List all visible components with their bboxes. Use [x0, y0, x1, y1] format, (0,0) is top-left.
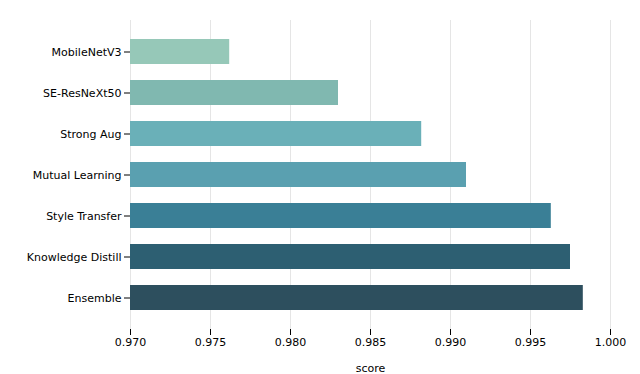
svg-text:Knowledge Distill: Knowledge Distill — [27, 251, 122, 264]
svg-text:0.995: 0.995 — [515, 336, 547, 349]
svg-text:0.980: 0.980 — [275, 336, 307, 349]
svg-text:0.985: 0.985 — [355, 336, 387, 349]
svg-text:Style Transfer: Style Transfer — [46, 210, 122, 223]
svg-text:0.970: 0.970 — [115, 336, 147, 349]
svg-text:Mutual Learning: Mutual Learning — [33, 169, 122, 182]
svg-text:Strong Aug: Strong Aug — [60, 128, 121, 141]
svg-text:0.990: 0.990 — [435, 336, 467, 349]
svg-text:1.000: 1.000 — [595, 336, 627, 349]
svg-text:Ensemble: Ensemble — [68, 292, 122, 305]
svg-text:score: score — [356, 362, 386, 374]
svg-text:0.975: 0.975 — [195, 336, 227, 349]
svg-text:MobileNetV3: MobileNetV3 — [52, 46, 122, 59]
svg-text:SE-ResNeXt50: SE-ResNeXt50 — [43, 87, 121, 100]
